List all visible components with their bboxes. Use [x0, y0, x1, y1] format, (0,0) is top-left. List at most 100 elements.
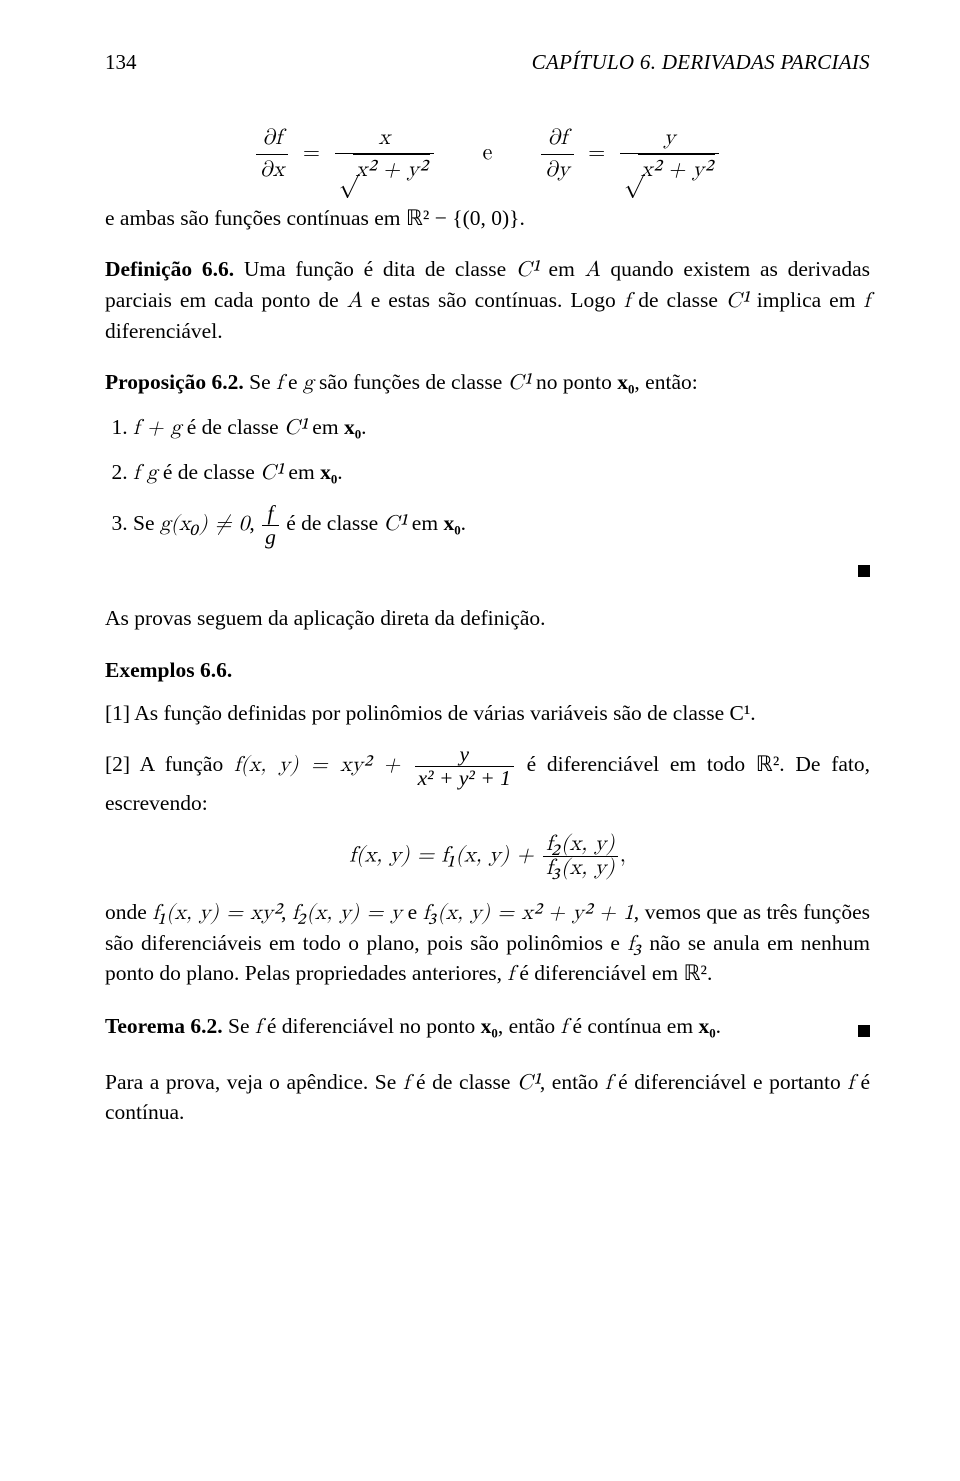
last-f2: f — [605, 1073, 612, 1094]
th-b: é diferenciável no ponto — [262, 1014, 481, 1038]
onde-f1: f₁(x, y) = xy² — [152, 903, 281, 924]
definition-label: Definição 6.6. — [105, 257, 234, 281]
paragraph-onde: onde f₁(x, y) = xy², f₂(x, y) = y e f₃(x… — [105, 898, 870, 990]
equation-decompose: f(x, y) = f₁(x, y) + f₂(x, y) f₃(x, y) , — [105, 833, 870, 880]
proposition-list: f + g é de classe C¹ em x₀. f g é de cla… — [133, 413, 870, 548]
li1-x0: x₀ — [344, 415, 361, 439]
onde-b: , — [281, 900, 292, 924]
li1-b: em — [307, 415, 344, 439]
examples-label: Exemplos 6.6. — [105, 656, 870, 686]
li3-frac-d: g — [262, 525, 279, 549]
eq-dfy-rad: x² + y² — [638, 154, 715, 185]
onde-f2: f₂(x, y) = y — [292, 903, 402, 924]
paragraph-appendix: Para a prova, veja o apêndice. Se f é de… — [105, 1068, 870, 1128]
ex2-a: [2] A função — [105, 752, 234, 776]
eq-dfy-num: ∂f — [541, 123, 574, 153]
def-c1-1: C¹ — [516, 260, 539, 281]
li3-a: Se — [133, 511, 160, 535]
ex2-frac-n: y — [415, 743, 514, 766]
qed-box-icon — [858, 565, 870, 577]
eq-dfx-den: ∂x — [256, 154, 289, 185]
li3-em: em — [406, 511, 443, 535]
last-d: é diferenciável e portanto — [612, 1070, 848, 1094]
li2-c1: C¹ — [260, 463, 283, 484]
prop-item-2: f g é de classe C¹ em x₀. — [133, 458, 870, 489]
li3-frac: fg — [262, 502, 279, 548]
th-x0-1: x₀ — [481, 1014, 498, 1038]
eq-dfy-rhs-num: y — [620, 123, 719, 153]
def-f-2: f — [863, 291, 870, 312]
onde-a: onde — [105, 900, 152, 924]
def-c1-2: C¹ — [726, 291, 749, 312]
prop-c1: C¹ — [508, 373, 531, 394]
li3-mid: é de classe — [281, 511, 384, 535]
li1-p: . — [361, 415, 366, 439]
eq-dfx-rad: x² + y² — [353, 154, 430, 185]
prop-b: e — [283, 370, 303, 394]
eq2-frac-n: f₂(x, y) — [543, 833, 618, 856]
ex2-frac: yx² + y² + 1 — [415, 743, 514, 789]
last-c: , então — [540, 1070, 605, 1094]
page-number: 134 — [105, 48, 137, 77]
prop-a: Se — [244, 370, 276, 394]
li3-c: , — [249, 511, 260, 535]
last-c1: C¹ — [517, 1073, 540, 1094]
th-p: . — [716, 1014, 721, 1038]
proposition-label: Proposição 6.2. — [105, 370, 244, 394]
li3-b: g(x₀) ≠ 0 — [160, 514, 249, 535]
li1-a: f + g — [133, 418, 181, 439]
li3-x0: x₀ — [443, 511, 460, 535]
example-1: [1] As função definidas por polinômios d… — [105, 699, 870, 729]
li1-c1: C¹ — [284, 418, 307, 439]
ex2-frac-d: x² + y² + 1 — [415, 766, 514, 790]
definition-6-6: Definição 6.6. Uma função é dita de clas… — [105, 255, 870, 346]
prop-x0: x₀ — [617, 370, 634, 394]
prop-g: g — [303, 373, 314, 394]
def-txt-g: diferenciável. — [105, 319, 223, 343]
eq-dfx-rhs-den: x² + y² — [335, 153, 434, 185]
eq2-tail: , — [620, 844, 626, 866]
th-d: é contínua em — [567, 1014, 698, 1038]
chapter-title: CAPÍTULO 6. DERIVADAS PARCIAIS — [532, 48, 870, 77]
def-txt-b: em — [539, 257, 585, 281]
qed-box-icon-2 — [858, 1025, 870, 1037]
onde-g: é diferenciável em ℝ². — [514, 961, 712, 985]
li2-a: f g — [133, 463, 157, 484]
li2-x0: x₀ — [320, 460, 337, 484]
li2-b: em — [283, 460, 320, 484]
examples-label-text: Exemplos 6.6. — [105, 658, 232, 682]
proposition-6-2: Proposição 6.2. Se f e g são funções de … — [105, 368, 870, 399]
eq-dfx-rhs-num: x — [335, 123, 434, 153]
eq2-frac: f₂(x, y) f₃(x, y) — [543, 833, 618, 880]
prop-f: f — [276, 373, 283, 394]
def-txt-f: implica em — [749, 288, 864, 312]
onde-f3s: f₃ — [627, 934, 642, 955]
prop-d: no ponto — [531, 370, 618, 394]
eq-dfy-den: ∂y — [541, 154, 574, 185]
eq-dfy-rhs-den: x² + y² — [620, 153, 719, 185]
prop-item-3: Se g(x₀) ≠ 0, fg é de classe C¹ em x₀. — [133, 502, 870, 548]
ex2-func: f(x, y) = xy² + — [234, 755, 413, 776]
def-txt-e: de classe — [630, 288, 726, 312]
last-a: Para a prova, veja o apêndice. Se — [105, 1070, 403, 1094]
li2-mid: é de classe — [157, 460, 260, 484]
li3-frac-n: f — [262, 502, 279, 525]
theorem-6-2: Teorema 6.2. Se f é diferenciável no pon… — [105, 1012, 870, 1046]
paragraph-domain: e ambas são funções contínuas em ℝ² − {(… — [105, 204, 870, 234]
th-c: , então — [498, 1014, 561, 1038]
example-2: [2] A função f(x, y) = xy² + yx² + y² + … — [105, 743, 870, 819]
equation-partials: ∂f ∂x = x x² + y² e ∂f ∂y = y x² + y² — [105, 123, 870, 186]
running-head: 134 CAPÍTULO 6. DERIVADAS PARCIAIS — [105, 48, 870, 77]
last-b: é de classe — [409, 1070, 516, 1094]
def-A-1: A — [585, 260, 601, 281]
prop-e: , então: — [634, 370, 697, 394]
eq2-lhs: f(x, y) = f₁(x, y) + — [349, 844, 541, 866]
th-f1: f — [255, 1017, 262, 1038]
eq2-frac-d: f₃(x, y) — [543, 856, 618, 880]
def-A-2: A — [347, 291, 363, 312]
eq-dfx-num: ∂f — [256, 123, 289, 153]
li3-p: . — [461, 511, 466, 535]
th-a: Se — [223, 1014, 255, 1038]
qed-marker-1 — [105, 556, 870, 586]
li3-c1: C¹ — [384, 514, 407, 535]
